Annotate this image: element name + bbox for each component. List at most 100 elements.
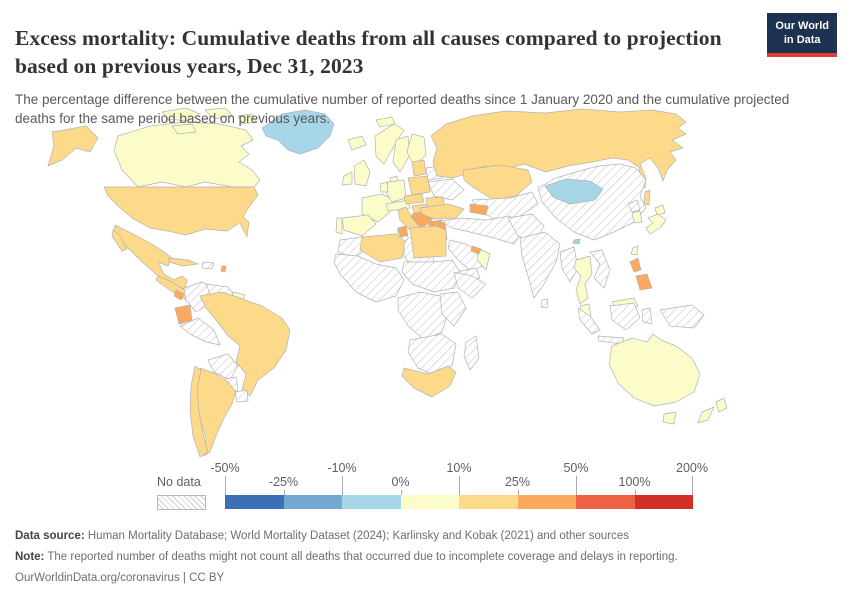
country-canada[interactable]	[113, 121, 261, 188]
country-poland[interactable]	[407, 175, 431, 196]
country-cuba[interactable]	[167, 257, 199, 267]
country-saudi-arabia[interactable]	[447, 239, 487, 273]
legend-tick-line	[283, 490, 285, 495]
country-turkey[interactable]	[419, 203, 465, 220]
country-baltics[interactable]	[411, 159, 427, 177]
legend-color-bar: -50% -25% -10% 0% 10% 25% 50% 100% 200%	[210, 458, 708, 514]
country-madagascar[interactable]	[463, 335, 480, 371]
country-uruguay[interactable]	[234, 389, 249, 403]
country-canada-arctic[interactable]	[204, 107, 233, 120]
country-uae[interactable]	[470, 245, 482, 255]
country-ukraine[interactable]	[427, 178, 465, 201]
country-uk[interactable]	[353, 159, 371, 187]
country-canada-arctic[interactable]	[161, 107, 201, 122]
country-philippines[interactable]	[635, 273, 653, 291]
country-china[interactable]	[537, 163, 647, 241]
legend-bin-swatch[interactable]	[459, 495, 518, 509]
country-mexico-baja[interactable]	[111, 229, 128, 252]
country-sweden[interactable]	[392, 135, 411, 173]
country-india[interactable]	[519, 231, 561, 299]
country-spain[interactable]	[341, 214, 377, 237]
country-norway[interactable]	[374, 123, 405, 165]
country-brazil[interactable]	[199, 291, 291, 397]
country-canada-arctic[interactable]	[171, 123, 197, 135]
country-tasmania[interactable]	[662, 411, 677, 425]
legend-bin-swatch[interactable]	[342, 495, 401, 509]
country-nicaragua[interactable]	[173, 289, 185, 301]
country-new-zealand[interactable]	[715, 397, 728, 413]
legend-bin-swatch[interactable]	[400, 495, 459, 509]
country-indonesia-sumatra[interactable]	[577, 307, 601, 335]
country-canada-arctic[interactable]	[237, 113, 257, 125]
country-thailand[interactable]	[573, 255, 593, 305]
country-ecuador[interactable]	[174, 304, 193, 325]
legend-tick: -10%	[327, 461, 357, 475]
country-morocco[interactable]	[337, 236, 369, 259]
country-iceland[interactable]	[347, 135, 367, 151]
page-subtitle: The percentage difference between the cu…	[15, 91, 790, 127]
country-alaska[interactable]	[47, 125, 99, 167]
country-peru[interactable]	[179, 317, 221, 346]
country-bhutan[interactable]	[572, 238, 581, 245]
legend-bin-swatch[interactable]	[517, 495, 576, 509]
country-sri-lanka[interactable]	[540, 298, 549, 309]
legend-bin-swatch[interactable]	[225, 495, 284, 509]
country-west-africa[interactable]	[333, 253, 405, 303]
legend-no-data-swatch[interactable]	[157, 495, 206, 510]
country-south-africa[interactable]	[401, 365, 457, 398]
country-horn-of-africa[interactable]	[453, 271, 487, 299]
page-title: Excess mortality: Cumulative deaths from…	[15, 26, 722, 79]
note-label: Note:	[15, 551, 45, 563]
country-sakhalin[interactable]	[643, 189, 651, 206]
country-greenland[interactable]	[261, 109, 335, 155]
country-philippines[interactable]	[629, 257, 642, 273]
country-usa[interactable]	[103, 186, 259, 238]
country-benelux[interactable]	[379, 181, 389, 193]
country-central-africa[interactable]	[397, 291, 449, 341]
country-ireland[interactable]	[341, 171, 353, 186]
attribution-link[interactable]: OurWorldinData.org/coronavirus | CC BY	[15, 572, 225, 584]
legend-bin-swatch[interactable]	[576, 495, 635, 509]
country-south-korea[interactable]	[631, 210, 643, 224]
owid-logo[interactable]: Our World in Data	[767, 13, 837, 57]
country-mexico[interactable]	[112, 224, 188, 290]
country-new-zealand[interactable]	[697, 406, 715, 424]
owid-logo-line1: Our World	[775, 20, 829, 32]
country-japan[interactable]	[654, 204, 666, 216]
legend-tick-line	[517, 490, 519, 495]
country-myanmar[interactable]	[559, 246, 579, 283]
country-egypt[interactable]	[409, 225, 447, 259]
country-australia[interactable]	[608, 333, 701, 407]
legend-tick-line	[692, 476, 693, 495]
legend-bin-swatch[interactable]	[283, 495, 342, 509]
country-czech-slovakia[interactable]	[403, 193, 425, 205]
legend-tick-line	[400, 490, 402, 495]
legend-bin-swatch[interactable]	[634, 495, 693, 509]
country-chile[interactable]	[189, 365, 209, 458]
country-algeria[interactable]	[359, 233, 407, 263]
country-lesser-antilles[interactable]	[220, 265, 227, 273]
country-caucasus[interactable]	[469, 203, 489, 216]
chart-footer: Data source: Human Mortality Database; W…	[15, 526, 835, 589]
country-vietnam[interactable]	[589, 249, 611, 289]
country-france[interactable]	[361, 193, 395, 223]
country-kazakhstan[interactable]	[462, 164, 533, 201]
data-source-line: Data source: Human Mortality Database; W…	[15, 526, 835, 547]
country-indonesia-sulawesi[interactable]	[641, 307, 653, 325]
country-taiwan[interactable]	[630, 245, 639, 256]
data-source-label: Data source:	[15, 530, 85, 542]
country-svalbard[interactable]	[375, 116, 396, 128]
country-tunisia[interactable]	[397, 225, 409, 237]
country-sahel-sudan[interactable]	[401, 259, 461, 293]
country-bolivia[interactable]	[207, 353, 239, 381]
country-north-korea[interactable]	[627, 199, 641, 213]
country-oman[interactable]	[476, 247, 491, 271]
country-mongolia[interactable]	[544, 178, 604, 205]
country-new-guinea[interactable]	[659, 304, 705, 329]
country-portugal[interactable]	[335, 217, 343, 235]
country-japan[interactable]	[645, 213, 667, 235]
country-east-africa[interactable]	[439, 291, 467, 327]
country-hispaniola[interactable]	[201, 261, 215, 270]
country-indonesia-borneo[interactable]	[609, 302, 641, 331]
legend-tick-line	[459, 476, 460, 495]
